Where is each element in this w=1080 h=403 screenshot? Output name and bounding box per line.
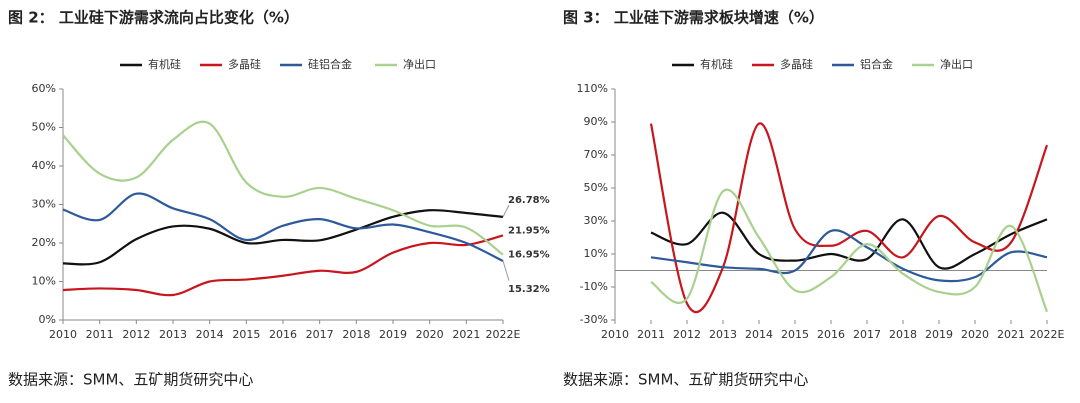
chart-title: 图 3： 工业硅下游需求板块增速（%） xyxy=(563,9,824,27)
y-tick-label: 90% xyxy=(584,115,608,128)
x-tick-label: 2010 xyxy=(601,328,629,341)
y-tick-label: 50% xyxy=(584,181,608,194)
y-tick-label: 110% xyxy=(577,82,608,95)
x-tick-label: 2019 xyxy=(925,328,953,341)
y-tick-label: -30% xyxy=(580,313,608,326)
y-tick-label: 20% xyxy=(32,236,56,249)
source-note: 数据来源：SMM、五矿期货研究中心 xyxy=(8,371,253,389)
x-tick-label: 2011 xyxy=(637,328,665,341)
x-tick-label: 2015 xyxy=(781,328,809,341)
legend-label: 硅铝合金 xyxy=(308,57,352,71)
x-tick-label: 2017 xyxy=(306,328,334,341)
data-label: 21.95% xyxy=(508,225,550,236)
series-line xyxy=(62,120,504,256)
series-line xyxy=(62,192,504,263)
x-tick-label: 2018 xyxy=(889,328,917,341)
y-tick-label: 40% xyxy=(32,159,56,172)
source-note: 数据来源：SMM、五矿期货研究中心 xyxy=(563,371,808,389)
legend-label: 有机硅 xyxy=(148,57,181,71)
y-tick-label: 30% xyxy=(584,214,608,227)
legend-label: 净出口 xyxy=(940,57,973,71)
x-tick-label: 2017 xyxy=(853,328,881,341)
x-tick-label: 2018 xyxy=(342,328,370,341)
data-label: 15.32% xyxy=(508,284,550,295)
x-tick-label: 2013 xyxy=(709,328,737,341)
data-label: 26.78% xyxy=(508,195,550,206)
x-tick-label: 2011 xyxy=(86,328,114,341)
legend-label: 多晶硅 xyxy=(780,57,813,71)
y-tick-label: 60% xyxy=(32,82,56,95)
x-tick-label: 2022E xyxy=(1030,328,1065,341)
x-tick-label: 2020 xyxy=(961,328,989,341)
x-tick-label: 2021 xyxy=(997,328,1025,341)
chart-title: 图 2： 工业硅下游需求流向占比变化（%） xyxy=(8,9,299,27)
y-tick-label: 10% xyxy=(584,247,608,260)
x-tick-label: 2012 xyxy=(122,328,150,341)
y-tick-label: 10% xyxy=(32,275,56,288)
y-tick-label: 50% xyxy=(32,121,56,134)
y-tick-label: 30% xyxy=(32,198,56,211)
y-tick-label: -10% xyxy=(580,280,608,293)
x-tick-label: 2019 xyxy=(379,328,407,341)
x-tick-label: 2014 xyxy=(745,328,773,341)
series-line xyxy=(649,122,1049,313)
label-leader xyxy=(502,204,510,218)
series-line xyxy=(650,211,1048,270)
series-line xyxy=(650,229,1048,283)
series-line xyxy=(62,209,504,266)
x-tick-label: 2020 xyxy=(416,328,444,341)
data-label: 16.95% xyxy=(508,250,550,261)
label-leader xyxy=(502,260,510,281)
series-line xyxy=(650,188,1049,313)
legend-label: 净出口 xyxy=(403,57,436,71)
x-tick-label: 2021 xyxy=(452,328,480,341)
legend-label: 有机硅 xyxy=(700,57,733,71)
y-tick-label: 0% xyxy=(39,313,56,326)
x-tick-label: 2012 xyxy=(673,328,701,341)
x-tick-label: 2022E xyxy=(486,328,521,341)
x-tick-label: 2015 xyxy=(232,328,260,341)
x-tick-label: 2014 xyxy=(196,328,224,341)
x-tick-label: 2016 xyxy=(269,328,297,341)
x-tick-label: 2013 xyxy=(159,328,187,341)
y-tick-label: 70% xyxy=(584,148,608,161)
x-tick-label: 2016 xyxy=(817,328,845,341)
x-tick-label: 2010 xyxy=(49,328,77,341)
legend-label: 多晶硅 xyxy=(228,57,261,71)
series-line xyxy=(62,234,504,297)
legend-label: 铝合金 xyxy=(860,57,893,71)
